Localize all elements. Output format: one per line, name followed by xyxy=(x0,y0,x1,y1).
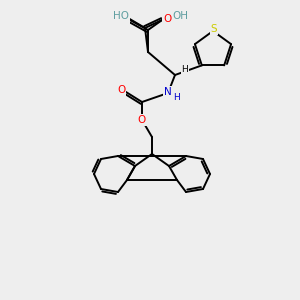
Text: OH: OH xyxy=(172,11,188,21)
Text: HO: HO xyxy=(113,11,129,21)
Text: S: S xyxy=(211,24,217,34)
Text: H: H xyxy=(174,92,180,101)
Text: N: N xyxy=(164,87,172,97)
Text: O: O xyxy=(138,115,146,125)
Text: O: O xyxy=(117,85,125,95)
Text: H: H xyxy=(182,64,188,74)
Text: O: O xyxy=(121,13,129,23)
Text: O: O xyxy=(163,14,171,24)
